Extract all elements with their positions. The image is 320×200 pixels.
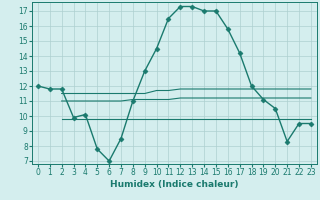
X-axis label: Humidex (Indice chaleur): Humidex (Indice chaleur) <box>110 180 239 189</box>
